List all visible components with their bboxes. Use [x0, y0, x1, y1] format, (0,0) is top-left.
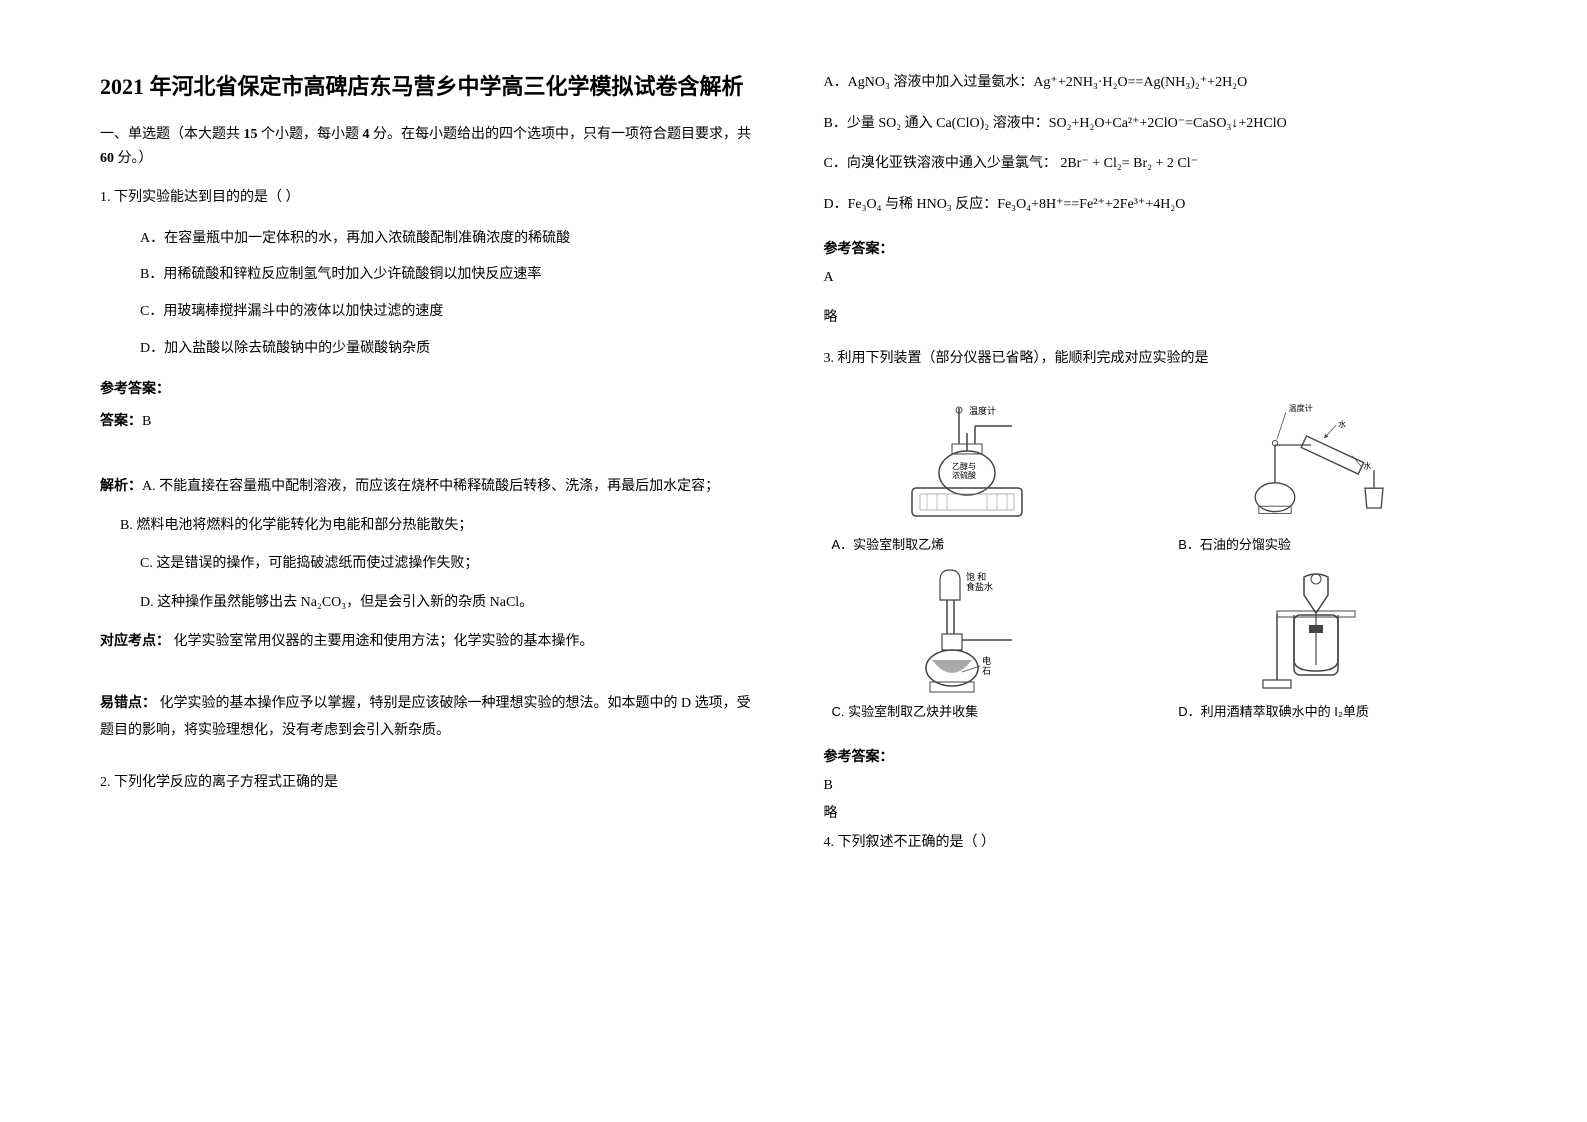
q3-caption-a: A．实验室制取乙烯 [824, 534, 1141, 553]
q1-answer-prefix: 答案： [100, 414, 142, 429]
q1-expl-a-text: A. 不能直接在容量瓶中配制溶液，而应该在烧杯中稀释硫酸后转移、洗涤，再最后加水… [142, 479, 719, 494]
q2-option-c: C．向溴化亚铁溶液中通入少量氯气： 2Br⁻ + Cl₂= Br₂ + 2 Cl… [824, 151, 1488, 178]
svg-text:电: 电 [982, 655, 991, 666]
q1-expl-b: B. 燃料电池将燃料的化学能转化为电能和部分热能散失； [120, 513, 764, 540]
q2-option-d: D．Fe₃O₄ 与稀 HNO₃ 反应：Fe₃O₄+8H⁺==Fe²⁺+2Fe³⁺… [824, 192, 1488, 219]
svg-text:饱 和: 饱 和 [966, 571, 986, 582]
q1-option-b: B．用稀硫酸和锌粒反应制氢气时加入少许硫酸铜以加快反应速率 [140, 262, 764, 289]
q3-figure-d: D．利用酒精萃取碘水中的 I₂单质 [1170, 565, 1487, 720]
q1-option-a: A．在容量瓶中加一定体积的水，再加入浓硫酸配制准确浓度的稀硫酸 [140, 226, 764, 253]
svg-text:食盐水: 食盐水 [966, 581, 993, 592]
q1-expl-c: C. 这是错误的操作，可能捣破滤纸而使过滤操作失败； [140, 551, 764, 578]
q4-stem: 4. 下列叙述不正确的是（ ） [824, 830, 1488, 855]
q3-lue: 略 [824, 802, 1488, 822]
q1-option-c: C．用玻璃棒搅拌漏斗中的液体以加快过滤的速度 [140, 299, 764, 326]
q1-kaodian: 对应考点： 化学实验室常用仪器的主要用途和使用方法；化学实验的基本操作。 [100, 629, 764, 656]
q2-lue: 略 [824, 306, 1488, 326]
q1-stem: 1. 下列实验能达到目的的是（ ） [100, 185, 764, 210]
q1-yicuo-label: 易错点： [100, 696, 156, 711]
svg-text:浓硫酸: 浓硫酸 [952, 470, 976, 480]
q2-answer: A [824, 270, 1488, 286]
q3-figure-c-svg: 饱 和 食盐水 电 石 [892, 565, 1072, 695]
section-1-total: 60 [100, 151, 114, 166]
q3-stem: 3. 利用下列装置（部分仪器已省略），能顺利完成对应实验的是 [824, 346, 1488, 371]
q3-caption-b: B．石油的分馏实验 [1170, 534, 1487, 553]
q1-answer-line: 答案：B [100, 410, 764, 430]
q3-figure-b: 温度计 水 水 B．石油的分馏实验 [1170, 398, 1487, 553]
page-title: 2021 年河北省保定市高碑店东马营乡中学高三化学模拟试卷含解析 [100, 70, 764, 103]
q3-figure-b-svg: 温度计 水 水 [1239, 398, 1419, 528]
q2-option-a: A．AgNO₃ 溶液中加入过量氨水：Ag⁺+2NH₃·H₂O==Ag(NH₃)₂… [824, 70, 1488, 97]
q2-stem: 2. 下列化学反应的离子方程式正确的是 [100, 770, 764, 795]
q2-answer-label: 参考答案： [824, 238, 1488, 258]
q3-figA-thermo-label: 温度计 [969, 405, 996, 416]
q3-answer: B [824, 778, 1488, 794]
q1-expl-a: 解析：A. 不能直接在容量瓶中配制溶液，而应该在烧杯中稀释硫酸后转移、洗涤，再最… [100, 474, 764, 501]
q3-caption-c: C. 实验室制取乙炔并收集 [824, 701, 1141, 720]
q1-option-d: D．加入盐酸以除去硫酸钠中的少量碳酸钠杂质 [140, 336, 764, 363]
q3-figure-grid: 温度计 乙醇与 浓硫酸 A．实验室制取乙烯 [824, 398, 1488, 720]
section-1-heading: 一、单选题（本大题共 15 个小题，每小题 4 分。在每小题给出的四个选项中，只… [100, 123, 764, 171]
section-1-pts: 4 [363, 127, 370, 142]
section-1-count: 15 [244, 127, 258, 142]
q3-answer-label: 参考答案： [824, 746, 1488, 766]
q3-figure-d-svg [1239, 565, 1419, 695]
svg-text:水: 水 [1338, 419, 1346, 429]
svg-text:石: 石 [982, 666, 991, 676]
q3-figure-a-svg: 温度计 乙醇与 浓硫酸 [892, 398, 1072, 528]
left-column: 2021 年河北省保定市高碑店东马营乡中学高三化学模拟试卷含解析 一、单选题（本… [100, 70, 764, 1092]
q3-figB-thermo-label: 温度计 [1288, 402, 1312, 412]
right-column: A．AgNO₃ 溶液中加入过量氨水：Ag⁺+2NH₃·H₂O==Ag(NH₃)₂… [824, 70, 1488, 1092]
q1-answer-label: 参考答案： [100, 378, 764, 398]
section-1-tail1: 分。在每小题给出的四个选项中，只有一项符合题目要求，共 [370, 127, 752, 142]
q3-figure-c: 饱 和 食盐水 电 石 C. 实验室制取乙炔并收集 [824, 565, 1141, 720]
q1-yicuo-text: 化学实验的基本操作应予以掌握，特别是应该破除一种理想实验的想法。如本题中的 D … [100, 696, 751, 738]
q3-figure-a: 温度计 乙醇与 浓硫酸 A．实验室制取乙烯 [824, 398, 1141, 553]
section-1-prefix: 一、单选题（本大题共 [100, 127, 244, 142]
svg-text:水: 水 [1363, 460, 1371, 470]
q1-kaodian-text: 化学实验室常用仪器的主要用途和使用方法；化学实验的基本操作。 [170, 634, 594, 649]
q1-expl-label: 解析： [100, 479, 142, 494]
svg-text:乙醇与: 乙醇与 [952, 461, 976, 471]
q1-kaodian-label: 对应考点： [100, 634, 170, 649]
section-1-tail2: 分。） [114, 151, 153, 166]
q1-expl-d: D. 这种操作虽然能够出去 Na₂CO₃，但是会引入新的杂质 NaCl。 [140, 590, 764, 617]
q1-yicuo: 易错点： 化学实验的基本操作应予以掌握，特别是应该破除一种理想实验的想法。如本题… [100, 691, 764, 744]
q2-option-b: B．少量 SO₂ 通入 Ca(ClO)₂ 溶液中：SO₂+H₂O+Ca²⁺+2C… [824, 111, 1488, 138]
q3-caption-d: D．利用酒精萃取碘水中的 I₂单质 [1170, 701, 1487, 720]
q1-answer: B [142, 414, 151, 429]
section-1-mid: 个小题，每小题 [258, 127, 363, 142]
